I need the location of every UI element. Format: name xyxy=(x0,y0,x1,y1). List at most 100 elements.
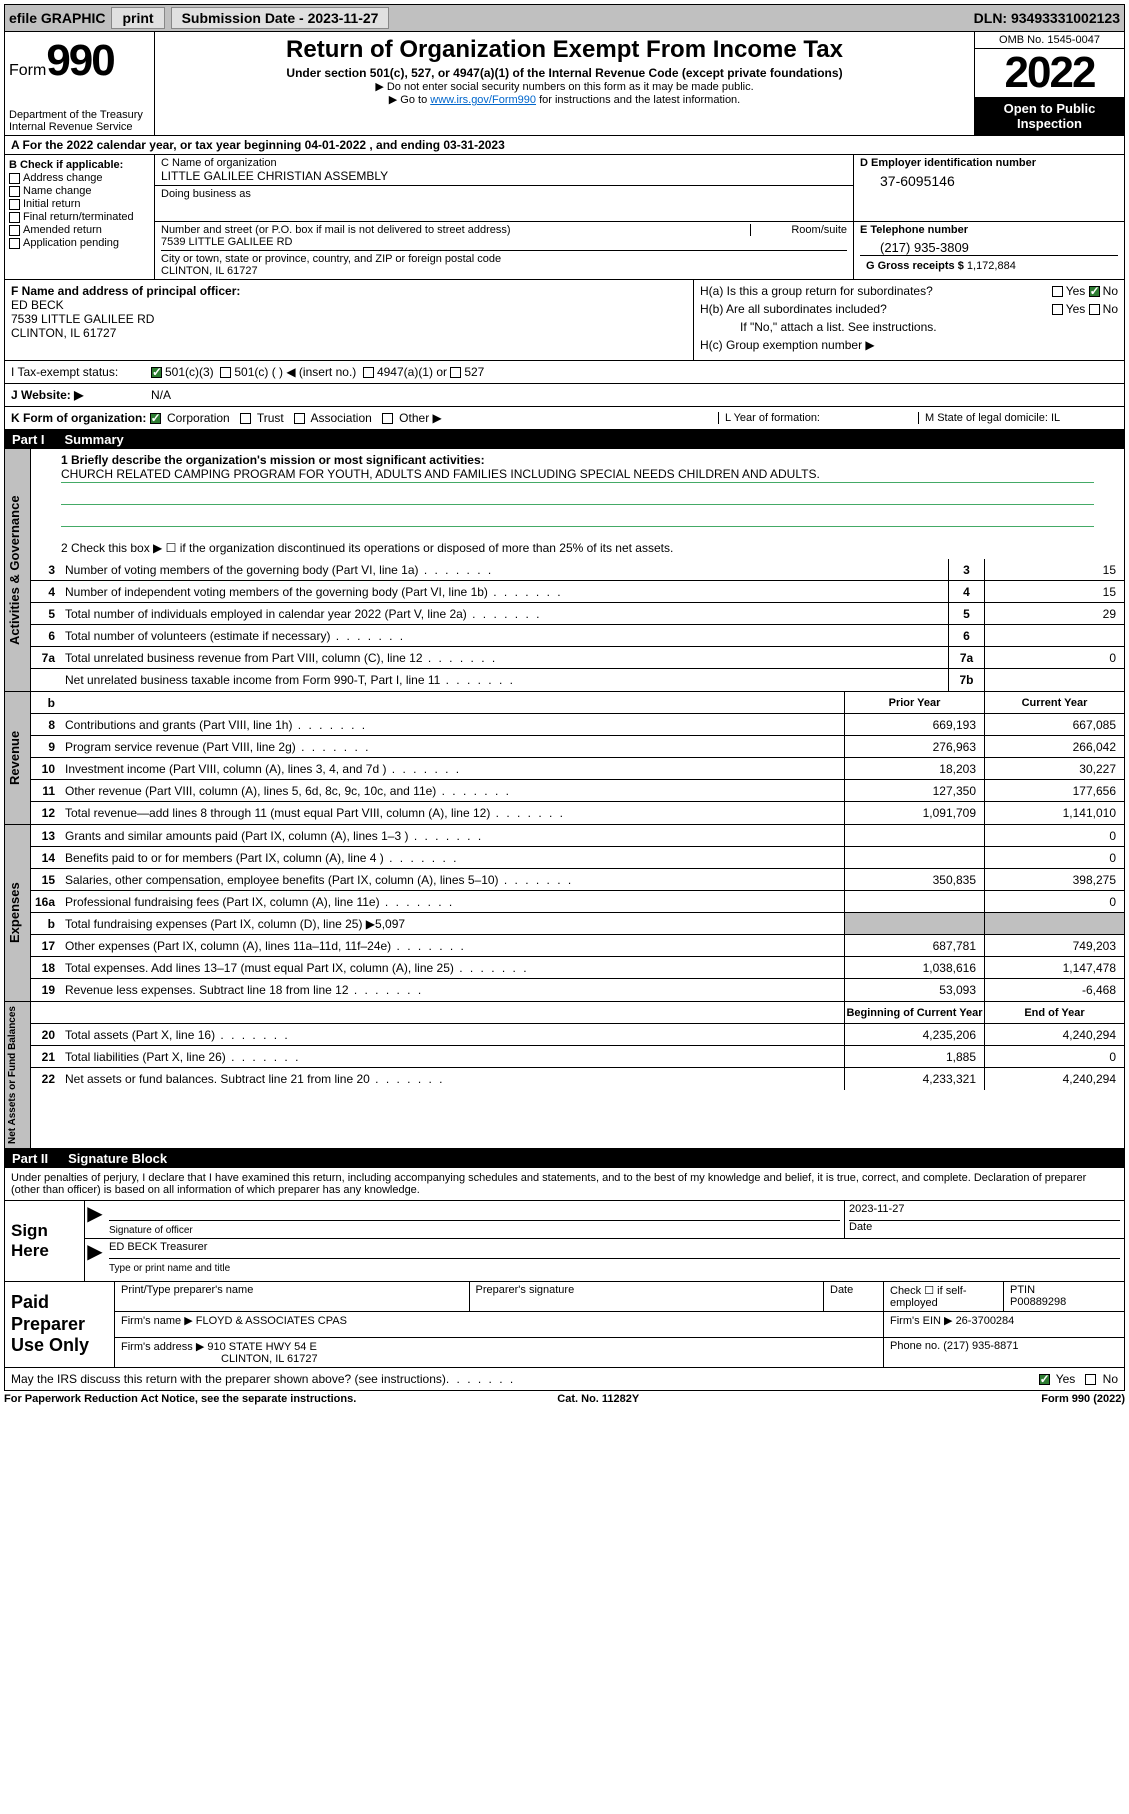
hc-line: H(c) Group exemption number ▶ xyxy=(700,338,1118,352)
vert-revenue: Revenue xyxy=(5,692,31,824)
website-value: N/A xyxy=(151,388,171,402)
dba-box: Doing business as xyxy=(155,186,854,222)
chk-501c3[interactable] xyxy=(151,367,162,378)
chk-501c[interactable] xyxy=(220,367,231,378)
dba-label: Doing business as xyxy=(161,188,847,200)
net-line: 20 Total assets (Part X, line 16) 4,235,… xyxy=(31,1024,1124,1046)
expenses-section: Expenses 13 Grants and similar amounts p… xyxy=(4,825,1125,1002)
cat-no: Cat. No. 11282Y xyxy=(557,1393,639,1405)
col-b: B Check if applicable: Address change Na… xyxy=(5,155,155,279)
prep-row-1: Print/Type preparer's name Preparer's si… xyxy=(115,1282,1124,1312)
prep-name-label: Print/Type preparer's name xyxy=(115,1282,470,1311)
part2-title: Signature Block xyxy=(68,1151,167,1166)
ein-box: D Employer identification number 37-6095… xyxy=(854,155,1124,222)
chk-amended[interactable]: Amended return xyxy=(9,224,150,236)
chk-4947[interactable] xyxy=(363,367,374,378)
firm-name-box: Firm's name ▶ FLOYD & ASSOCIATES CPAS xyxy=(115,1312,884,1337)
sig-date-label: Date xyxy=(849,1221,1120,1233)
chk-final[interactable]: Final return/terminated xyxy=(9,211,150,223)
chk-corp[interactable] xyxy=(150,413,161,424)
dln-label: DLN: 93493331002123 xyxy=(974,10,1120,26)
sign-here-block: Sign Here ▶ Signature of officer 2023-11… xyxy=(4,1201,1125,1282)
name-label: C Name of organization xyxy=(161,157,847,169)
rev-line: 10 Investment income (Part VIII, column … xyxy=(31,758,1124,780)
ptin-box: PTIN P00889298 xyxy=(1004,1282,1124,1311)
col-current: Current Year xyxy=(984,692,1124,713)
gov-line: 4 Number of independent voting members o… xyxy=(31,581,1124,603)
prep-date-label: Date xyxy=(824,1282,884,1311)
print-button[interactable]: print xyxy=(111,7,164,29)
sig-date-box: 2023-11-27 Date xyxy=(844,1201,1124,1238)
prep-row-3: Firm's address ▶ 910 STATE HWY 54 E CLIN… xyxy=(115,1338,1124,1367)
row-i: I Tax-exempt status: 501(c)(3) 501(c) ( … xyxy=(4,361,1125,384)
irs-link[interactable]: www.irs.gov/Form990 xyxy=(430,94,536,106)
prep-row-2: Firm's name ▶ FLOYD & ASSOCIATES CPAS Fi… xyxy=(115,1312,1124,1338)
sig-row-1: ▶ Signature of officer 2023-11-27 Date xyxy=(85,1201,1124,1239)
tel-value: (217) 935-3809 xyxy=(860,236,1118,255)
row-j: J Website: ▶ N/A xyxy=(4,384,1125,407)
hb-line: H(b) Are all subordinates included? Yes … xyxy=(700,302,1118,316)
firm-addr1: 910 STATE HWY 54 E xyxy=(207,1341,316,1353)
exp-line: b Total fundraising expenses (Part IX, c… xyxy=(31,913,1124,935)
net-line: 21 Total liabilities (Part X, line 26) 1… xyxy=(31,1046,1124,1068)
chk-name[interactable]: Name change xyxy=(9,185,150,197)
form-subtitle-2: ▶ Do not enter social security numbers o… xyxy=(163,80,966,93)
rev-line: 11 Other revenue (Part VIII, column (A),… xyxy=(31,780,1124,802)
firm-ein-box: Firm's EIN ▶ 26-3700284 xyxy=(884,1312,1124,1337)
mission-text: CHURCH RELATED CAMPING PROGRAM FOR YOUTH… xyxy=(61,467,1094,483)
ptin-value: P00889298 xyxy=(1010,1296,1066,1308)
org-name: LITTLE GALILEE CHRISTIAN ASSEMBLY xyxy=(161,169,847,183)
pra-notice: For Paperwork Reduction Act Notice, see … xyxy=(4,1393,356,1405)
net-line: 22 Net assets or fund balances. Subtract… xyxy=(31,1068,1124,1090)
rev-line: 9 Program service revenue (Part VIII, li… xyxy=(31,736,1124,758)
firm-ein: 26-3700284 xyxy=(956,1315,1015,1327)
rev-line: 12 Total revenue—add lines 8 through 11 … xyxy=(31,802,1124,824)
dept-label: Department of the Treasury Internal Reve… xyxy=(9,109,143,133)
form-subtitle-3: ▶ Go to www.irs.gov/Form990 for instruct… xyxy=(163,93,966,106)
form-ref: Form 990 (2022) xyxy=(1041,1393,1125,1405)
chk-initial[interactable]: Initial return xyxy=(9,198,150,210)
sig-row-2: ▶ ED BECK Treasurer Type or print name a… xyxy=(85,1239,1124,1276)
chk-irs-no[interactable] xyxy=(1085,1374,1096,1385)
ha-line: H(a) Is this a group return for subordin… xyxy=(700,284,1118,298)
sig-date-val: 2023-11-27 xyxy=(849,1203,1120,1221)
exp-line: 17 Other expenses (Part IX, column (A), … xyxy=(31,935,1124,957)
governance-section: Activities & Governance 1 Briefly descri… xyxy=(4,449,1125,692)
col-begin: Beginning of Current Year xyxy=(844,1002,984,1023)
part1-header: Part I Summary xyxy=(4,430,1125,449)
firm-phone: (217) 935-8871 xyxy=(943,1340,1018,1352)
exp-line: 19 Revenue less expenses. Subtract line … xyxy=(31,979,1124,1001)
mission-blank2 xyxy=(61,511,1094,527)
gov-line: 3 Number of voting members of the govern… xyxy=(31,559,1124,581)
vert-governance: Activities & Governance xyxy=(5,449,31,691)
chk-trust[interactable] xyxy=(240,413,251,424)
b-label: B Check if applicable: xyxy=(9,159,150,171)
chk-app[interactable]: Application pending xyxy=(9,237,150,249)
ha-label: H(a) Is this a group return for subordin… xyxy=(700,284,933,298)
top-bar: efile GRAPHIC print Submission Date - 20… xyxy=(4,4,1125,32)
exp-line: 14 Benefits paid to or for members (Part… xyxy=(31,847,1124,869)
col-end: End of Year xyxy=(984,1002,1124,1023)
chk-irs-yes[interactable] xyxy=(1039,1374,1050,1385)
sub3-post: for instructions and the latest informat… xyxy=(536,94,740,106)
j-label: J Website: ▶ xyxy=(11,388,151,402)
addr-box: Number and street (or P.O. box if mail i… xyxy=(155,222,854,279)
sub3-pre: ▶ Go to xyxy=(389,94,430,106)
omb-label: OMB No. 1545-0047 xyxy=(975,32,1124,49)
rev-line: 8 Contributions and grants (Part VIII, l… xyxy=(31,714,1124,736)
chk-address[interactable]: Address change xyxy=(9,172,150,184)
line2: 2 Check this box ▶ ☐ if the organization… xyxy=(31,537,1124,559)
chk-assoc[interactable] xyxy=(294,413,305,424)
addr-label1: Number and street (or P.O. box if mail i… xyxy=(161,224,511,236)
chk-other[interactable] xyxy=(382,413,393,424)
officer-name: ED BECK xyxy=(11,298,687,312)
form-header: Form990 Department of the Treasury Inter… xyxy=(4,32,1125,136)
arrow-icon: ▶ xyxy=(85,1239,105,1276)
chk-527[interactable] xyxy=(450,367,461,378)
gross-value: 1,172,884 xyxy=(967,260,1016,272)
arrow-icon: ▶ xyxy=(85,1201,105,1238)
gov-line: Net unrelated business taxable income fr… xyxy=(31,669,1124,691)
tax-year: 2022 xyxy=(975,49,1124,97)
efile-label: efile GRAPHIC xyxy=(9,10,105,26)
firm-addr2: CLINTON, IL 61727 xyxy=(121,1353,318,1365)
